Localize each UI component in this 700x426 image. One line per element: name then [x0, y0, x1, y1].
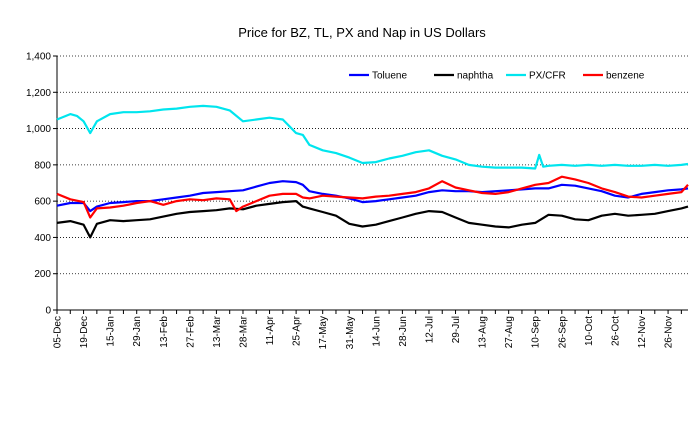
legend-label-0: Toluene — [372, 71, 407, 82]
y-tick-label-2: 400 — [34, 233, 51, 244]
x-tick-label-7: 28-Mar — [238, 315, 249, 347]
x-tick-label-20: 10-Oct — [584, 316, 595, 346]
series-line-toluene — [56, 180, 689, 213]
x-tick-label-23: 26-Nov — [664, 316, 675, 348]
x-tick-label-4: 13-Feb — [159, 316, 170, 348]
chart-title: Price for BZ, TL, PX and Nap in US Dolla… — [238, 25, 486, 40]
x-tick-label-21: 26-Oct — [610, 316, 621, 346]
x-tick-label-13: 28-Jun — [398, 316, 409, 347]
y-tick-label-1: 200 — [34, 269, 51, 280]
x-tick-label-10: 17-May — [318, 316, 329, 349]
legend: Toluene naphtha PX/CFR benzene — [349, 71, 645, 82]
x-tick-label-15: 29-Jul — [451, 316, 462, 343]
x-tick-label-11: 31-May — [345, 316, 356, 349]
x-axis-tick-labels: 05-Dec 19-Dec 15-Jan 29-Jan 13-Feb 27-Feb 13-M… — [53, 310, 682, 349]
axes — [56, 56, 688, 311]
series-lines — [56, 104, 689, 239]
x-tick-label-9: 25-Apr — [292, 315, 303, 346]
series-line-benzene — [56, 175, 689, 219]
y-tick-label-0: 0 — [45, 306, 51, 317]
y-axis-tick-labels: 0 200 400 600 800 1,000 1,200 1,400 — [26, 52, 57, 317]
x-tick-label-14: 12-Jul — [424, 316, 435, 343]
x-tick-label-5: 27-Feb — [185, 316, 196, 348]
x-tick-label-3: 29-Jan — [132, 316, 143, 347]
x-tick-label-0: 05-Dec — [53, 316, 64, 348]
y-tick-label-3: 600 — [34, 197, 51, 208]
x-tick-label-6: 13-Mar — [212, 315, 223, 347]
y-tick-label-4: 800 — [34, 160, 51, 171]
x-tick-label-2: 15-Jan — [106, 316, 117, 347]
x-tick-label-8: 11-Apr — [265, 315, 276, 345]
y-tick-label-6: 1,200 — [26, 88, 51, 99]
series-line-naphtha — [56, 200, 689, 239]
x-tick-label-1: 19-Dec — [79, 316, 90, 348]
x-tick-label-16: 13-Aug — [478, 316, 489, 348]
legend-label-3: benzene — [606, 71, 645, 82]
x-tick-label-18: 10-Sep — [531, 316, 542, 349]
legend-label-1: naphtha — [457, 71, 494, 82]
y-tick-label-7: 1,400 — [26, 52, 51, 63]
x-tick-label-17: 27-Aug — [504, 316, 515, 348]
x-tick-label-22: 12-Nov — [637, 316, 648, 348]
legend-label-2: PX/CFR — [529, 71, 566, 82]
y-tick-label-5: 1,000 — [26, 124, 51, 135]
x-tick-label-19: 26-Sep — [557, 316, 568, 349]
series-line-px-cfr — [56, 104, 689, 170]
x-tick-label-12: 14-Jun — [371, 316, 382, 347]
